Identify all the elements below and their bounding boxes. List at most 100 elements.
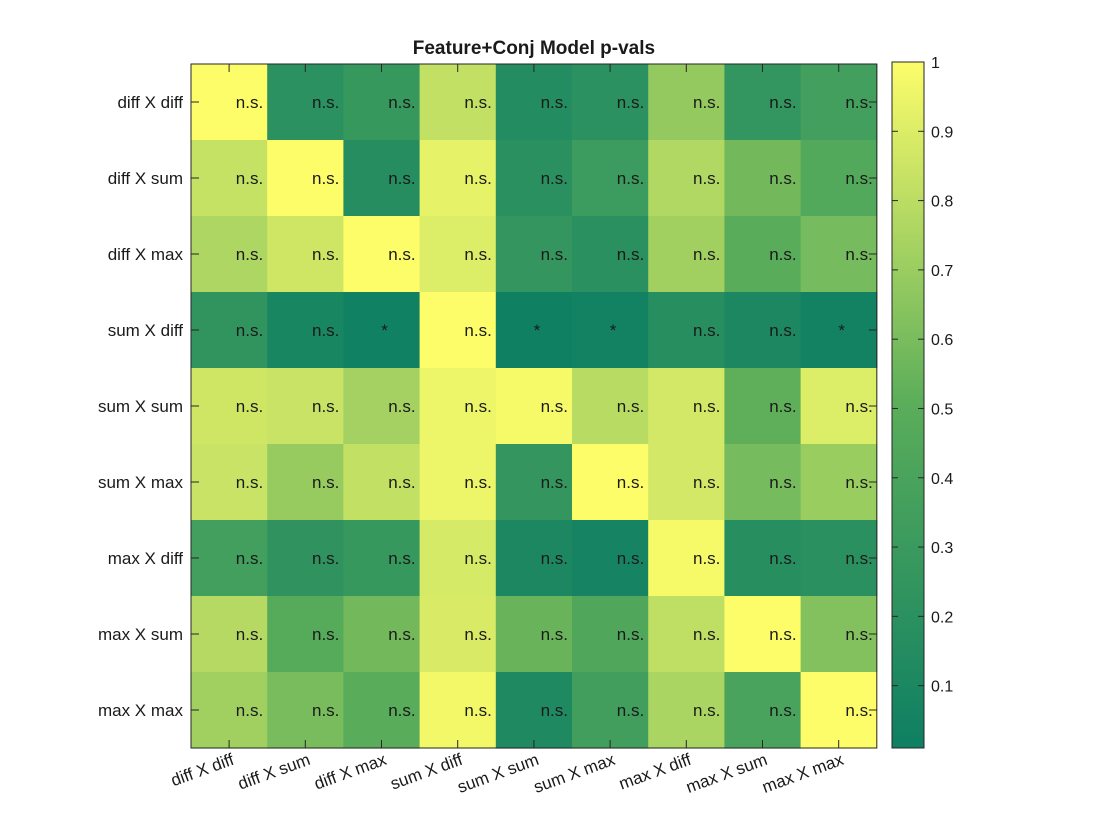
heatmap-cell (724, 292, 802, 369)
cell-annotation: n.s. (312, 169, 339, 188)
cell-annotation: n.s. (617, 397, 644, 416)
colorbar-tick-label: 0.8 (931, 194, 953, 211)
cell-annotation: n.s. (617, 473, 644, 492)
heatmap-cell (648, 596, 725, 673)
heatmap-cell (343, 520, 421, 597)
heatmap-cell (724, 596, 802, 673)
cell-annotation: n.s. (388, 473, 415, 492)
y-tick-label: sum X diff (108, 321, 184, 340)
cell-annotation: * (838, 321, 845, 340)
heatmap-cell (191, 444, 268, 521)
cell-annotation: n.s. (617, 93, 644, 112)
y-tick-label: diff X sum (108, 169, 183, 188)
x-tick-label: diff X max (312, 750, 390, 794)
heatmap-cell (724, 140, 802, 217)
cell-annotation: n.s. (236, 321, 263, 340)
cell-annotation: n.s. (693, 397, 720, 416)
cell-annotation: n.s. (845, 245, 872, 264)
heatmap-cell (191, 140, 268, 217)
heatmap-cell (495, 216, 573, 293)
cell-annotation: n.s. (312, 549, 339, 568)
heatmap-cell (648, 292, 725, 369)
cell-annotation: n.s. (312, 625, 339, 644)
cell-annotation: n.s. (541, 549, 568, 568)
heatmap-cell (343, 368, 421, 445)
heatmap-cell (572, 596, 649, 673)
heatmap-cell (800, 292, 878, 369)
heatmap-cell (419, 140, 497, 217)
heatmap-cell (343, 216, 421, 293)
heatmap-cell (191, 368, 268, 445)
x-tick-label: sum X max (531, 750, 618, 797)
heatmap-cell (267, 596, 344, 673)
heatmap-cell (572, 64, 649, 141)
cell-annotation: n.s. (388, 701, 415, 720)
cell-annotation: n.s. (769, 321, 796, 340)
cell-annotations: n.s. n.s. n.s. n.s. n.s. n.s. n.s. n.s. n.s. n.s.… (236, 93, 873, 720)
cell-annotation: n.s. (541, 701, 568, 720)
heatmap-cell (495, 596, 573, 673)
heatmap-cell (267, 64, 344, 141)
cell-annotation: n.s. (617, 625, 644, 644)
cell-annotation: n.s. (693, 473, 720, 492)
heatmap-cell (572, 140, 649, 217)
cell-annotation: n.s. (693, 169, 720, 188)
cell-annotation: n.s. (845, 473, 872, 492)
y-tick-label: sum X max (98, 473, 184, 492)
cell-annotation: n.s. (769, 245, 796, 264)
heatmap-cell (800, 520, 878, 597)
heatmap-cell (191, 292, 268, 369)
cell-annotation: n.s. (769, 397, 796, 416)
heatmap-cell (191, 596, 268, 673)
cell-annotation: n.s. (236, 701, 263, 720)
cell-annotation: * (610, 321, 617, 340)
heatmap-cell (572, 672, 649, 749)
heatmap-cell (419, 216, 497, 293)
cell-annotation: n.s. (388, 397, 415, 416)
y-axis-tick-labels: diff X diff diff X sum diff X max sum X dif… (98, 93, 877, 720)
x-tick-label: sum X diff (388, 750, 465, 794)
cell-annotation: n.s. (617, 169, 644, 188)
cell-annotation: n.s. (845, 397, 872, 416)
heatmap-cell (191, 64, 268, 141)
colorbar-tick-label: 0.2 (931, 609, 953, 626)
heatmap-cell (648, 216, 725, 293)
cell-annotation: n.s. (388, 169, 415, 188)
heatmap-cell (343, 444, 421, 521)
heatmap-cell (495, 672, 573, 749)
heatmap-cell (572, 292, 649, 369)
cell-annotation: n.s. (769, 169, 796, 188)
y-tick-label: max X max (98, 701, 184, 720)
cell-annotation: n.s. (388, 245, 415, 264)
colorbar: 0.1 0.2 0.3 0.4 0.5 0.6 0.7 0.8 0.9 1 (891, 55, 953, 749)
cell-annotation: n.s. (464, 397, 491, 416)
cell-annotation: n.s. (845, 549, 872, 568)
heatmap-cell (648, 64, 725, 141)
heatmap-cell (419, 292, 497, 369)
heatmap-cell (724, 672, 802, 749)
colorbar-tick-label: 0.9 (931, 124, 953, 141)
heatmap-cell (419, 444, 497, 521)
chart-title: Feature+Conj Model p-vals (413, 38, 655, 59)
heatmap-cell (724, 444, 802, 521)
cell-annotation: n.s. (464, 169, 491, 188)
heatmap-cell (495, 140, 573, 217)
heatmap-cell (191, 672, 268, 749)
heatmap-cell (419, 520, 497, 597)
heatmap-cell (267, 140, 344, 217)
cell-annotation: n.s. (617, 245, 644, 264)
colorbar-tick-label: 0.1 (931, 679, 953, 696)
plot-frame (190, 63, 878, 749)
cell-annotation: n.s. (464, 245, 491, 264)
cell-annotation: n.s. (464, 701, 491, 720)
heatmap-cell (343, 140, 421, 217)
cell-annotation: n.s. (845, 625, 872, 644)
heatmap-cell (724, 368, 802, 445)
heatmap-cell (648, 140, 725, 217)
heatmap-cell (572, 368, 649, 445)
cell-annotation: n.s. (236, 93, 263, 112)
heatmap-cells (191, 64, 878, 749)
heatmap-cell (419, 672, 497, 749)
cell-annotation: n.s. (845, 93, 872, 112)
cell-annotation: n.s. (617, 549, 644, 568)
